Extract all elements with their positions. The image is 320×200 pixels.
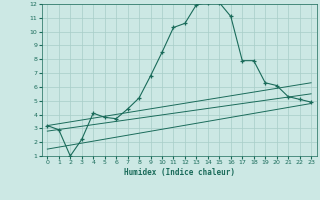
X-axis label: Humidex (Indice chaleur): Humidex (Indice chaleur)	[124, 168, 235, 177]
